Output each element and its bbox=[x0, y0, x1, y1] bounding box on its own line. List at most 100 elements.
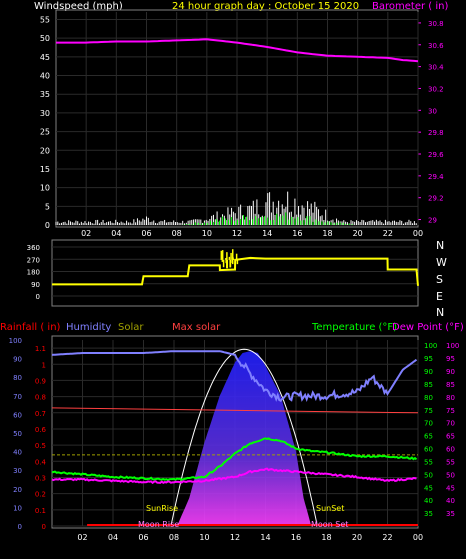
wind-y-tick: 40 bbox=[40, 72, 50, 81]
moonset-label: Moon Set bbox=[311, 520, 348, 529]
dir-y-tick: 180 bbox=[27, 269, 40, 277]
compass-e: E bbox=[436, 290, 443, 303]
legend-temperature: Temperature (°F) bbox=[311, 322, 397, 333]
temp-y-tick: 35 bbox=[424, 510, 433, 518]
wind-x-tick: 20 bbox=[353, 229, 363, 238]
temp-x-tick: 02 bbox=[77, 533, 87, 542]
temp-y-tick: 70 bbox=[424, 420, 433, 428]
dew-y-tick: 55 bbox=[446, 458, 455, 466]
temp-y-tick: 95 bbox=[424, 355, 433, 363]
windspeed-axis-label: Windspeed (mph) bbox=[34, 1, 123, 12]
max-solar-line bbox=[51, 407, 419, 414]
temp-x-tick: 04 bbox=[108, 533, 118, 542]
humidity-y-tick: 80 bbox=[13, 374, 22, 382]
temp-y-tick: 75 bbox=[424, 407, 433, 415]
wind-direction-layer: 0 90 180 270 360 bbox=[27, 244, 419, 301]
temp-y-tick: 85 bbox=[424, 381, 433, 389]
wind-direction-line bbox=[52, 256, 419, 286]
baro-y-tick: 30.2 bbox=[428, 85, 444, 93]
baro-y-tick: 30.4 bbox=[428, 64, 444, 72]
wind-y-tick: 20 bbox=[40, 146, 50, 155]
wind-x-tick: 16 bbox=[292, 229, 302, 238]
rain-y-tick: 0.1 bbox=[35, 507, 46, 515]
wind-y-tick: 55 bbox=[40, 15, 50, 24]
wind-x-tick: 06 bbox=[141, 229, 151, 238]
baro-y-tick: 30 bbox=[428, 107, 437, 115]
humidity-y-tick: 0 bbox=[18, 523, 22, 531]
dew-y-tick: 75 bbox=[446, 407, 455, 415]
rain-y-tick: 0.6 bbox=[35, 426, 47, 434]
humidity-y-tick: 70 bbox=[13, 393, 22, 401]
temp-x-tick: 10 bbox=[199, 533, 209, 542]
wind-y-tick: 30 bbox=[40, 109, 50, 118]
temp-x-tick: 20 bbox=[352, 533, 362, 542]
legend-dew-point: Dew Point (°F) bbox=[392, 322, 464, 333]
temp-x-tick: 00 bbox=[413, 533, 423, 542]
dew-y-tick: 80 bbox=[446, 394, 455, 402]
temp-x-tick: 14 bbox=[260, 533, 270, 542]
baro-y-tick: 29 bbox=[428, 217, 437, 225]
wind-x-tick: 22 bbox=[383, 229, 393, 238]
temp-y-tick: 55 bbox=[424, 458, 433, 466]
max-solar-arc bbox=[170, 348, 318, 527]
temp-y-tick: 100 bbox=[424, 342, 437, 350]
baro-y-tick: 29.8 bbox=[428, 129, 444, 137]
dew-y-tick: 50 bbox=[446, 471, 455, 479]
legend-solar: Solar bbox=[118, 322, 144, 333]
wind-y-tick: 35 bbox=[40, 90, 50, 99]
compass-n-top: N bbox=[436, 239, 444, 252]
wind-y-tick: 5 bbox=[45, 202, 50, 211]
rain-y-tick: 0.2 bbox=[35, 491, 46, 499]
dir-y-tick: 270 bbox=[27, 256, 40, 264]
legend-rainfall: Rainfall ( in) bbox=[0, 322, 61, 333]
temp-y-tick: 60 bbox=[424, 446, 433, 454]
sunrise-label: SunRise bbox=[146, 504, 178, 513]
humidity-y-tick: 60 bbox=[13, 411, 22, 419]
compass-w: W bbox=[436, 256, 447, 269]
wind-y-tick: 10 bbox=[40, 184, 50, 193]
wind-barometer-layer: 0 5 10 15 20 25 30 35 40 45 50 55 29 29.2 29.4 29.6 29.8… bbox=[40, 12, 444, 238]
dew-point-line bbox=[51, 467, 417, 485]
dew-y-tick: 65 bbox=[446, 433, 455, 441]
temp-x-tick: 08 bbox=[169, 533, 179, 542]
dew-y-tick: 35 bbox=[446, 510, 455, 518]
rain-y-tick: 0.3 bbox=[35, 474, 46, 482]
wind-y-tick: 0 bbox=[45, 221, 50, 230]
baro-y-tick: 30.6 bbox=[428, 42, 444, 50]
wind-y-tick: 50 bbox=[40, 34, 50, 43]
rain-y-tick: 1 bbox=[42, 361, 46, 369]
rain-y-tick: 0.9 bbox=[35, 377, 46, 385]
temp-y-tick: 50 bbox=[424, 471, 433, 479]
legend-max-solar: Max solar bbox=[172, 322, 221, 333]
compass-n-bottom: N bbox=[436, 306, 444, 319]
compass-s: S bbox=[436, 273, 443, 286]
wind-x-tick: 14 bbox=[262, 229, 272, 238]
dir-y-tick: 360 bbox=[27, 244, 40, 252]
moonrise-label: Moon Rise bbox=[138, 520, 179, 529]
temp-x-tick: 06 bbox=[138, 533, 148, 542]
dew-y-tick: 100 bbox=[446, 342, 459, 350]
wind-y-tick: 15 bbox=[40, 165, 50, 174]
temp-y-tick: 80 bbox=[424, 394, 433, 402]
rain-y-tick: 0.8 bbox=[35, 394, 46, 402]
barometer-axis-label: Barometer ( in) bbox=[372, 1, 448, 12]
humidity-line bbox=[51, 350, 418, 403]
dew-y-tick: 95 bbox=[446, 355, 455, 363]
solar-radiation-area bbox=[177, 351, 312, 526]
temp-x-tick: 16 bbox=[291, 533, 301, 542]
wind-x-tick: 08 bbox=[172, 229, 182, 238]
wind-x-tick: 04 bbox=[111, 229, 121, 238]
rain-y-tick: 0.7 bbox=[35, 410, 46, 418]
humidity-y-tick: 90 bbox=[13, 356, 22, 364]
temp-y-tick: 90 bbox=[424, 368, 433, 376]
baro-y-tick: 29.4 bbox=[428, 173, 444, 181]
baro-y-tick: 29.2 bbox=[428, 195, 444, 203]
temp-x-tick: 12 bbox=[230, 533, 240, 542]
dir-y-tick: 0 bbox=[36, 293, 40, 301]
wind-x-tick: 12 bbox=[232, 229, 242, 238]
wind-y-tick: 25 bbox=[40, 128, 50, 137]
wind-x-tick: 02 bbox=[81, 229, 91, 238]
temp-y-tick: 40 bbox=[424, 497, 433, 505]
